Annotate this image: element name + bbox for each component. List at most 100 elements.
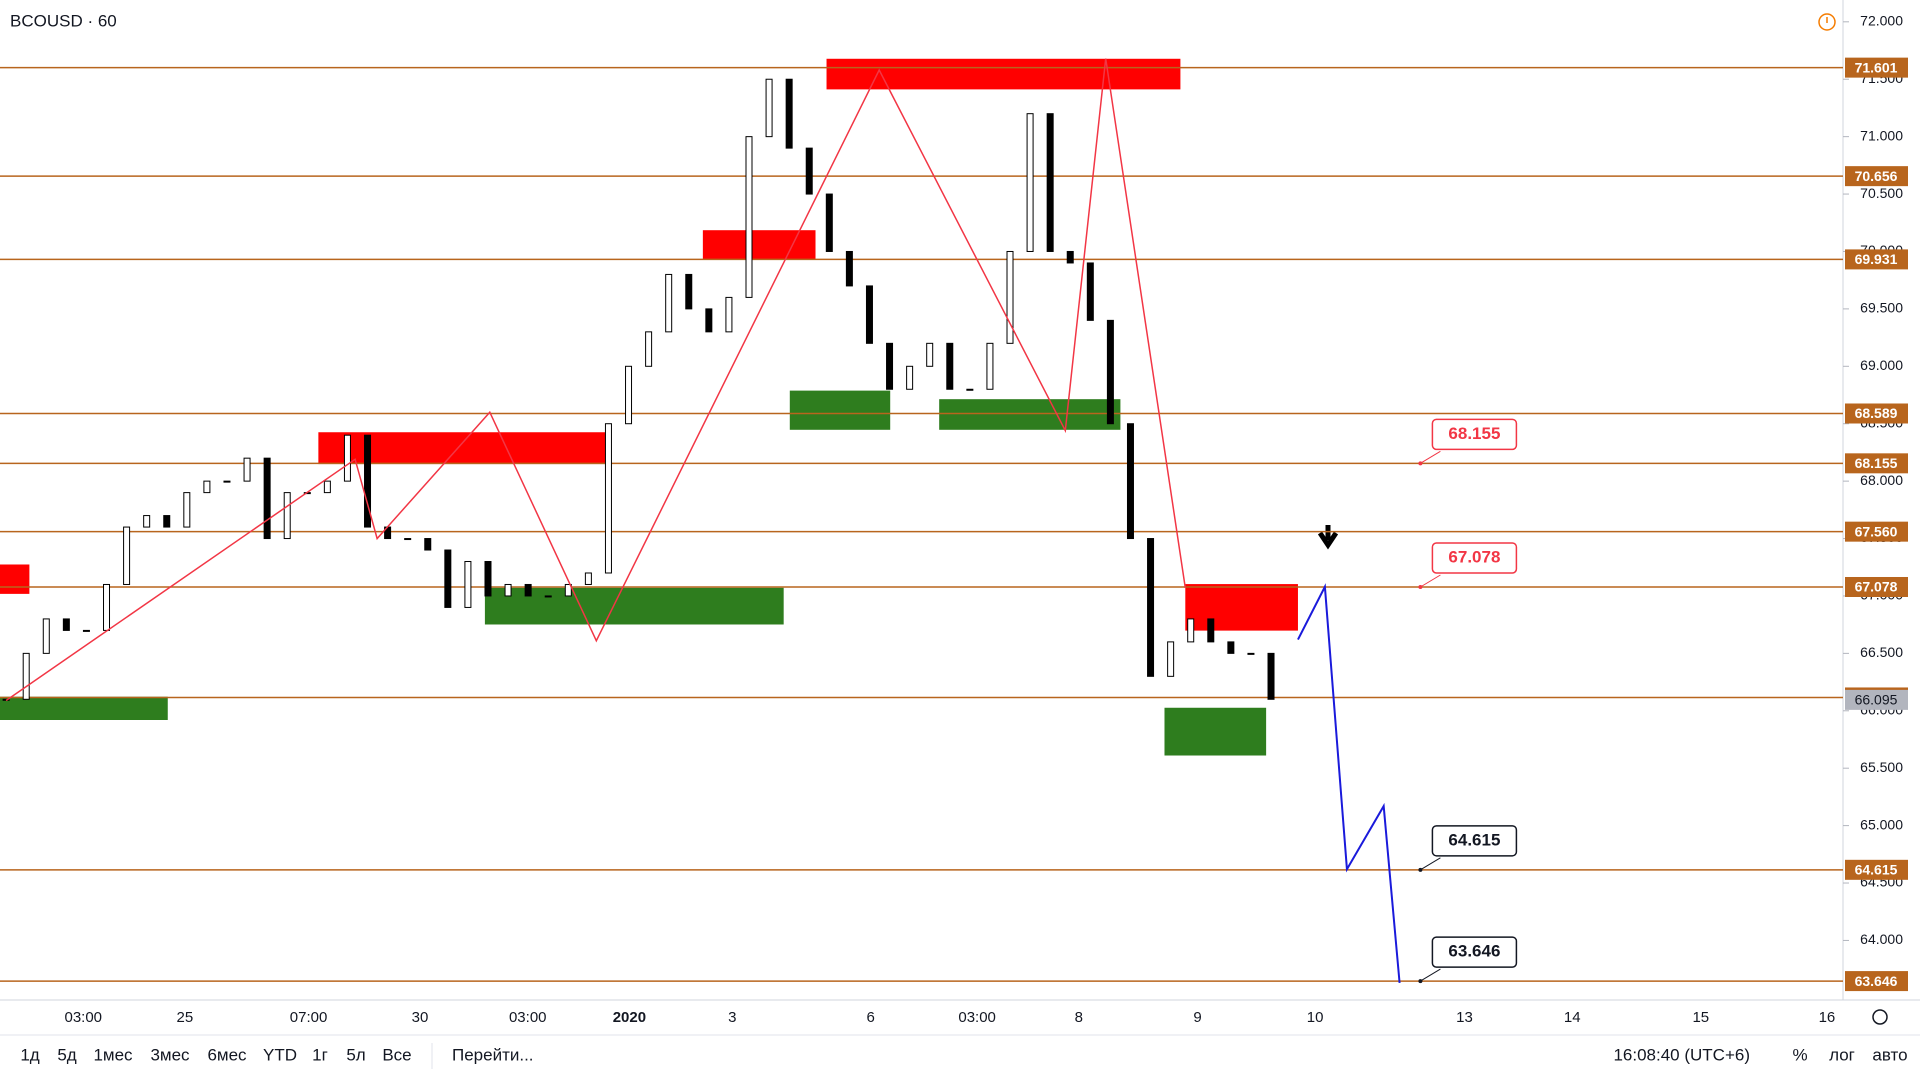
percent-button[interactable]: % — [1792, 1045, 1807, 1064]
range-button[interactable]: Все — [382, 1045, 411, 1064]
x-tick-label: 03:00 — [958, 1009, 996, 1026]
candle — [484, 561, 492, 597]
x-tick-label: 10 — [1307, 1009, 1324, 1026]
candle — [163, 515, 171, 528]
goto-button[interactable]: Перейти... — [452, 1045, 534, 1064]
candle — [1046, 113, 1054, 252]
candle — [1086, 262, 1094, 321]
candle — [544, 595, 552, 598]
candle — [343, 434, 351, 482]
supply-zone — [0, 564, 30, 594]
candle — [22, 652, 30, 700]
callout-anchor — [1418, 979, 1423, 984]
supply-zone — [1185, 584, 1298, 631]
range-button[interactable]: 6мес — [207, 1045, 247, 1064]
callout-pointer — [1420, 968, 1441, 982]
candle — [966, 388, 974, 391]
range-button[interactable]: 1мес — [93, 1045, 133, 1064]
candle — [665, 273, 673, 333]
candle — [1066, 250, 1074, 264]
candle — [625, 365, 633, 425]
callout-label: 68.155 — [1448, 424, 1500, 443]
supply-zone — [702, 230, 816, 260]
candle — [946, 342, 954, 390]
candle — [785, 78, 793, 149]
callout-box — [1431, 825, 1518, 857]
x-tick-label: 15 — [1692, 1009, 1709, 1026]
range-button[interactable]: YTD — [263, 1045, 297, 1064]
demand-zone — [789, 390, 891, 430]
y-tick-label: 69.500 — [1860, 300, 1903, 316]
level-label: 64.615 — [1855, 862, 1898, 878]
auto-button[interactable]: авто — [1872, 1045, 1907, 1064]
clock: 16:08:40 (UTC+6) — [1613, 1045, 1750, 1064]
candle — [283, 492, 291, 540]
x-tick-label: 03:00 — [509, 1009, 547, 1026]
y-tick-label: 71.000 — [1860, 127, 1903, 143]
candle — [243, 457, 251, 482]
callout-pointer — [1420, 574, 1441, 588]
level-label-bg — [1845, 521, 1908, 542]
x-tick-label: 16 — [1819, 1009, 1836, 1026]
y-tick-label: 66.500 — [1860, 644, 1903, 660]
zigzag-line — [5, 58, 1187, 702]
level-label: 67.560 — [1855, 523, 1898, 539]
range-button[interactable]: 1д — [20, 1045, 39, 1064]
supply-zone — [826, 58, 1181, 90]
x-tick-label: 9 — [1193, 1009, 1201, 1026]
candle — [1006, 250, 1014, 344]
candle — [323, 480, 331, 494]
level-label: 68.155 — [1855, 455, 1898, 471]
candle — [765, 78, 773, 138]
range-button[interactable]: 5л — [346, 1045, 365, 1064]
candle — [1207, 618, 1215, 643]
candle — [886, 342, 894, 390]
candle — [524, 583, 532, 597]
candle — [1106, 319, 1114, 425]
candle — [223, 480, 231, 483]
callout-anchor — [1418, 584, 1423, 589]
x-tick-label: 07:00 — [290, 1009, 328, 1026]
last-price-bg — [1845, 689, 1908, 710]
range-button[interactable]: 3мес — [150, 1045, 190, 1064]
candle — [1187, 618, 1195, 643]
x-tick-label: 30 — [412, 1009, 429, 1026]
candle — [143, 515, 151, 528]
demand-zone — [0, 696, 168, 720]
candle — [1227, 641, 1235, 654]
range-button[interactable]: 5д — [57, 1045, 76, 1064]
level-label-bg — [1845, 859, 1908, 880]
candle — [424, 538, 432, 551]
level-label-bg — [1845, 249, 1908, 270]
candle — [504, 583, 512, 597]
candle — [203, 480, 211, 494]
y-tick-label: 70.500 — [1860, 185, 1903, 201]
candle — [364, 434, 372, 528]
candle — [464, 561, 472, 608]
x-tick-label: 3 — [728, 1009, 736, 1026]
level-label-bg — [1845, 403, 1908, 424]
range-button[interactable]: 1г — [312, 1045, 328, 1064]
candle — [1126, 423, 1134, 540]
level-label-bg — [1845, 576, 1908, 597]
candle — [865, 285, 873, 344]
log-button[interactable]: лог — [1829, 1045, 1855, 1064]
level-label: 67.078 — [1855, 579, 1898, 595]
candle — [986, 342, 994, 390]
demand-zone — [484, 587, 784, 625]
callout-box — [1431, 542, 1518, 574]
warning-icon[interactable] — [1818, 13, 1836, 31]
down-arrow — [1317, 525, 1339, 550]
x-tick-label: 13 — [1456, 1009, 1473, 1026]
level-label: 69.931 — [1855, 251, 1898, 267]
settings-icon[interactable] — [1872, 1009, 1888, 1025]
projection-line — [1297, 583, 1401, 984]
x-tick-label: 2020 — [613, 1009, 646, 1026]
candle — [564, 583, 572, 597]
callout-pointer — [1420, 450, 1441, 464]
x-tick-label: 03:00 — [64, 1009, 102, 1026]
candle — [825, 193, 833, 252]
supply-zone — [318, 432, 607, 465]
